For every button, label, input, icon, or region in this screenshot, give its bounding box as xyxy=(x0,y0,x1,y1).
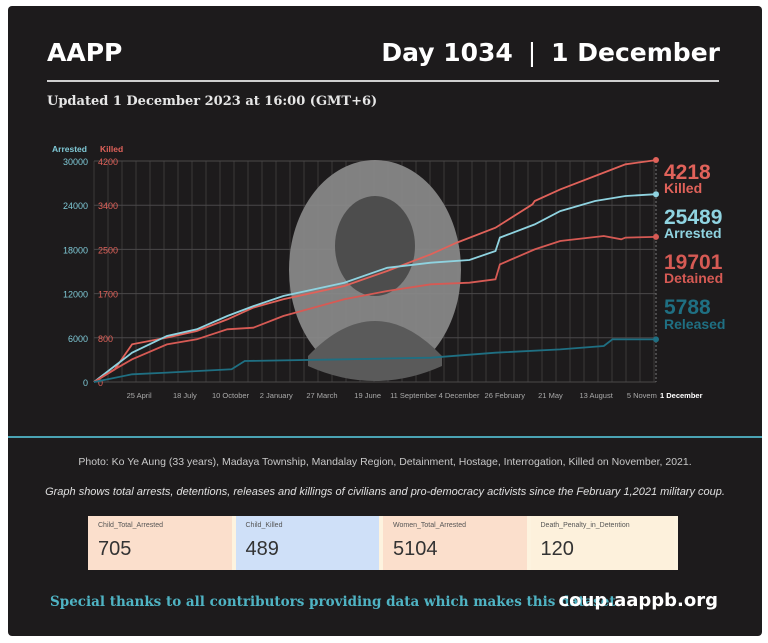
stat-value: 705 xyxy=(98,538,132,560)
infographic-panel: AAPP Day 1034 ❘ 1 December Updated 1 Dec… xyxy=(8,6,762,636)
series-endpoint-detained xyxy=(653,233,659,240)
header-divider xyxy=(47,80,719,82)
right-tick-label: 0 xyxy=(98,378,103,388)
stat-cards: Child_Total_Arrested 705 Child_Killed 489 … xyxy=(88,516,678,570)
series-endpoint-killed xyxy=(653,157,659,164)
section-divider xyxy=(8,436,762,438)
right-tick-label: 1700 xyxy=(98,290,118,300)
series-line-detained xyxy=(93,235,657,383)
stat-card-women-arrested: Women_Total_Arrested 5104 xyxy=(383,516,531,570)
line-chart: 0 0 6000 800 12000 1700 18000 2500 24000 3400 3000… xyxy=(52,144,725,400)
updated-timestamp: Updated 1 December 2023 at 16:00 (GMT+6) xyxy=(47,94,378,109)
stat-value: 5104 xyxy=(393,538,438,560)
x-tick-label: 26 February xyxy=(485,391,526,400)
x-tick-label: 21 May xyxy=(538,391,563,400)
left-tick-label: 0 xyxy=(83,378,88,388)
series-name: Detained xyxy=(664,270,723,286)
x-tick-label: 13 August xyxy=(579,391,613,400)
website-link[interactable]: coup.aappb.org xyxy=(558,590,719,611)
left-axis-label: Arrested xyxy=(52,144,87,154)
series-final-value: 25489 xyxy=(664,206,722,229)
stat-label: Death_Penalty_in_Detention xyxy=(540,522,630,529)
stat-card-child-arrested: Child_Total_Arrested 705 xyxy=(88,516,236,570)
x-tick-label: 5 Novem xyxy=(627,391,657,400)
series-final-value: 4218 xyxy=(664,161,711,184)
stat-value: 120 xyxy=(540,538,574,560)
right-tick-label: 800 xyxy=(98,334,113,344)
right-axis-label: Killed xyxy=(100,144,123,154)
left-tick-label: 30000 xyxy=(63,157,88,167)
series-name: Arrested xyxy=(664,225,722,241)
x-tick-label: 19 June xyxy=(354,391,381,400)
portrait-shoulders xyxy=(308,321,442,381)
series-endpoint-released xyxy=(653,336,659,343)
x-tick-label: 1 December xyxy=(660,391,703,400)
photo-caption: Photo: Ko Ye Aung (33 years), Madaya Tow… xyxy=(78,456,692,468)
stat-card-child-killed: Child_Killed 489 xyxy=(235,516,383,570)
brand-title: AAPP xyxy=(47,38,123,67)
series-final-value: 5788 xyxy=(664,296,711,319)
stat-value: 489 xyxy=(245,538,279,560)
x-tick-label: 4 December xyxy=(439,391,480,400)
series-name: Released xyxy=(664,316,725,332)
right-tick-label: 2500 xyxy=(98,245,118,255)
series-final-value: 19701 xyxy=(664,251,723,274)
series-line-released xyxy=(93,338,657,383)
stat-label: Child_Killed xyxy=(245,522,283,529)
left-tick-label: 24000 xyxy=(63,201,88,211)
x-tick-label: 2 January xyxy=(260,391,293,400)
left-tick-label: 6000 xyxy=(68,334,88,344)
day-counter: Day 1034 ❘ 1 December xyxy=(381,38,720,67)
graph-description: Graph shows total arrests, detentions, r… xyxy=(45,486,725,498)
left-tick-label: 12000 xyxy=(63,290,88,300)
x-tick-label: 18 July xyxy=(173,391,197,400)
right-tick-label: 4200 xyxy=(98,157,118,167)
x-tick-label: 25 April xyxy=(127,391,152,400)
series-line-arrested xyxy=(93,193,657,383)
portrait-face xyxy=(335,196,415,296)
x-tick-label: 27 March xyxy=(306,391,337,400)
stat-label: Women_Total_Arrested xyxy=(393,522,467,529)
x-tick-label: 10 October xyxy=(212,391,250,400)
x-tick-label: 11 September xyxy=(390,391,437,400)
stat-card-death-penalty: Death_Penalty_in_Detention 120 xyxy=(530,516,678,570)
series-line-killed xyxy=(93,159,657,383)
stat-label: Child_Total_Arrested xyxy=(98,522,163,529)
right-tick-label: 3400 xyxy=(98,201,118,211)
series-name: Killed xyxy=(664,180,702,196)
left-tick-label: 18000 xyxy=(63,245,88,255)
thanks-note: Special thanks to all contributors provi… xyxy=(50,594,621,610)
series-endpoint-arrested xyxy=(653,191,659,198)
